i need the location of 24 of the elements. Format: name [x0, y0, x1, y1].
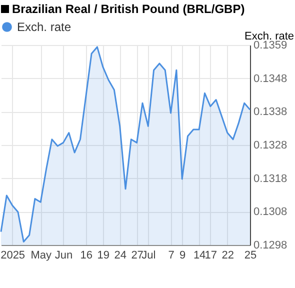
legend-label: Exch. rate: [17, 20, 72, 34]
x-tick-label: 7: [168, 250, 174, 262]
x-tick-label: Jun: [54, 250, 73, 262]
x-tick-label: 16: [80, 250, 93, 262]
x-tick-label: 9: [180, 250, 186, 262]
y-axis-title: Exch. rate: [244, 30, 294, 42]
x-tick-label: 24: [114, 250, 126, 262]
y-tick-label: 0.1328: [254, 140, 288, 152]
y-tick-label: 0.1348: [254, 72, 288, 85]
x-tick-label: 22: [222, 250, 234, 262]
y-tick-label: 0.1338: [254, 106, 288, 118]
x-tick-label: May: [30, 250, 52, 262]
y-tick-label: 0.1359: [254, 40, 288, 52]
x-tick-label: 17: [204, 250, 218, 262]
y-tick-label: 0.1298: [254, 240, 288, 252]
x-tick-label: Jul: [142, 250, 156, 262]
x-tick-label: 19: [97, 250, 110, 262]
chart-title: Brazilian Real / British Pound (BRL/GBP): [12, 2, 245, 16]
x-tick-label: 25: [244, 250, 257, 262]
y-tick-label: 0.1308: [254, 206, 288, 218]
x-tick-label: 14: [193, 250, 206, 262]
x-tick-label: 2025: [0, 250, 26, 262]
y-tick-label: 0.1318: [254, 172, 288, 185]
x-tick-label: 27: [131, 250, 144, 262]
